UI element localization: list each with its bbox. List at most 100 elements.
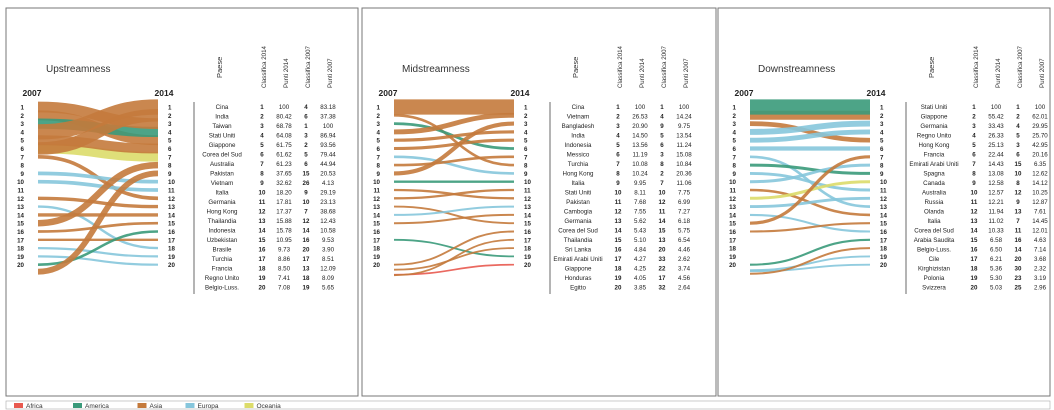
rank-tick-right: 7 <box>168 154 172 161</box>
cell-punti-2007: 5.75 <box>678 228 691 235</box>
cell-rank-2014: 13 <box>259 218 266 225</box>
rank-tick-left: 3 <box>733 121 737 128</box>
rank-tick-right: 5 <box>168 138 172 145</box>
cell-rank-2007: 32 <box>659 285 666 292</box>
cell-punti-2014: 8.86 <box>278 256 291 263</box>
cell-punti-2007: 3.90 <box>322 247 335 254</box>
rank-tick-left: 12 <box>373 196 380 203</box>
cell-rank-2014: 20 <box>259 285 266 292</box>
cell-rank-2014: 15 <box>259 237 266 244</box>
cell-punti-2014: 10.33 <box>988 228 1004 235</box>
rank-tick-left: 14 <box>373 212 380 219</box>
cell-punti-2014: 61.62 <box>276 152 292 159</box>
table-header: Punti 2014 <box>995 58 1002 88</box>
table-row: Indonesia 14 15.78 14 10.58 <box>209 228 337 235</box>
rank-tick-left: 11 <box>373 188 380 195</box>
cell-punti-2007: 86.94 <box>320 133 336 140</box>
cell-rank-2007: 6 <box>1016 152 1020 159</box>
rank-tick-left: 4 <box>733 129 737 136</box>
rank-tick-right: 2 <box>168 113 172 120</box>
cell-punti-2007: 11.24 <box>676 142 692 149</box>
cell-rank-2014: 16 <box>259 247 266 254</box>
cell-rank-2014: 19 <box>971 275 978 282</box>
rank-tick-right: 1 <box>880 105 884 112</box>
cell-rank-2014: 18 <box>615 266 622 273</box>
cell-punti-2007: 6.99 <box>678 199 691 206</box>
cell-rank-2014: 4 <box>616 133 620 140</box>
rank-tick-left: 14 <box>729 212 736 219</box>
cell-punti-2007: 79.44 <box>320 152 336 159</box>
cell-rank-2007: 5 <box>304 152 308 159</box>
rank-tick-right: 6 <box>168 146 172 153</box>
bump-lines <box>749 99 871 275</box>
cell-punti-2014: 8.50 <box>278 266 291 273</box>
table-row: Francia 6 22.44 6 20.16 <box>924 152 1049 159</box>
cell-punti-2014: 7.55 <box>634 209 647 216</box>
cell-paese: Belgio-Luss. <box>917 247 951 254</box>
cell-punti-2014: 10.08 <box>632 161 648 168</box>
bump-line <box>749 120 871 135</box>
cell-rank-2007: 11 <box>659 209 666 216</box>
cell-punti-2007: 14.45 <box>1032 218 1048 225</box>
cell-rank-2014: 15 <box>615 237 622 244</box>
cell-punti-2014: 8.11 <box>634 190 646 197</box>
legend-frame <box>5 400 1051 410</box>
rank-tick-right: 7 <box>524 154 528 161</box>
rank-tick-right: 13 <box>524 204 531 211</box>
table-row: Canada 9 12.58 8 14.12 <box>923 180 1048 187</box>
rank-tick-right: 6 <box>880 146 884 153</box>
bump-line <box>393 155 515 167</box>
table-row: Vietnam 9 32.62 26 4.13 <box>211 180 335 187</box>
cell-rank-2007: 14 <box>1015 247 1022 254</box>
cell-rank-2007: 15 <box>303 171 310 178</box>
table-row: Regno Unito 19 7.41 18 8.09 <box>205 275 335 282</box>
cell-paese: Cina <box>572 104 585 111</box>
cell-rank-2014: 12 <box>615 209 622 216</box>
cell-punti-2014: 64.08 <box>276 133 292 140</box>
rank-tick-left: 8 <box>21 163 25 170</box>
table-row: Russia 11 12.21 9 12.87 <box>925 199 1049 206</box>
panel-frame <box>5 7 359 397</box>
cell-paese: Cambogia <box>564 209 593 216</box>
cell-rank-2007: 17 <box>303 256 310 263</box>
cell-punti-2014: 55.42 <box>988 114 1004 121</box>
rank-tick-right: 20 <box>880 262 887 269</box>
cell-paese: Turchia <box>212 256 233 263</box>
cell-punti-2014: 37.65 <box>276 171 292 178</box>
rank-tick-right: 20 <box>524 262 531 269</box>
table-header: Punti 2014 <box>639 58 646 88</box>
cell-punti-2007: 10.25 <box>1032 190 1048 197</box>
table-row: Australia 10 12.57 12 10.25 <box>922 190 1048 197</box>
cell-rank-2007: 13 <box>303 266 310 273</box>
legend-swatch <box>14 403 23 408</box>
cell-punti-2014: 5.03 <box>990 285 1003 292</box>
table-header: Classifica 2007 <box>1017 45 1024 88</box>
cell-paese: Bangladesh <box>562 123 595 130</box>
rank-tick-left: 11 <box>729 188 736 195</box>
cell-punti-2007: 14.12 <box>1032 180 1048 187</box>
rank-tick-left: 18 <box>17 246 24 253</box>
cell-punti-2014: 14.43 <box>988 161 1004 168</box>
cell-punti-2007: 7.61 <box>1034 209 1047 216</box>
bump-line <box>393 238 515 277</box>
cell-rank-2007: 23 <box>1015 275 1022 282</box>
rank-tick-right: 3 <box>168 121 172 128</box>
cell-rank-2007: 5 <box>660 133 664 140</box>
rank-tick-right: 5 <box>880 138 884 145</box>
cell-rank-2014: 13 <box>971 218 978 225</box>
cell-rank-2007: 10 <box>1015 171 1022 178</box>
rank-tick-right: 9 <box>168 171 172 178</box>
cell-rank-2007: 20 <box>659 247 666 254</box>
table-row: Egitto 20 3.85 32 2.64 <box>570 285 690 292</box>
cell-rank-2014: 5 <box>972 142 976 149</box>
legend-label: Africa <box>26 403 43 410</box>
rank-tick-left: 17 <box>373 237 380 244</box>
cell-rank-2014: 14 <box>971 228 978 235</box>
cell-punti-2007: 25.70 <box>1032 133 1048 140</box>
bump-line <box>749 213 871 233</box>
bump-line <box>749 129 871 143</box>
legend-item: Africa <box>14 403 43 410</box>
